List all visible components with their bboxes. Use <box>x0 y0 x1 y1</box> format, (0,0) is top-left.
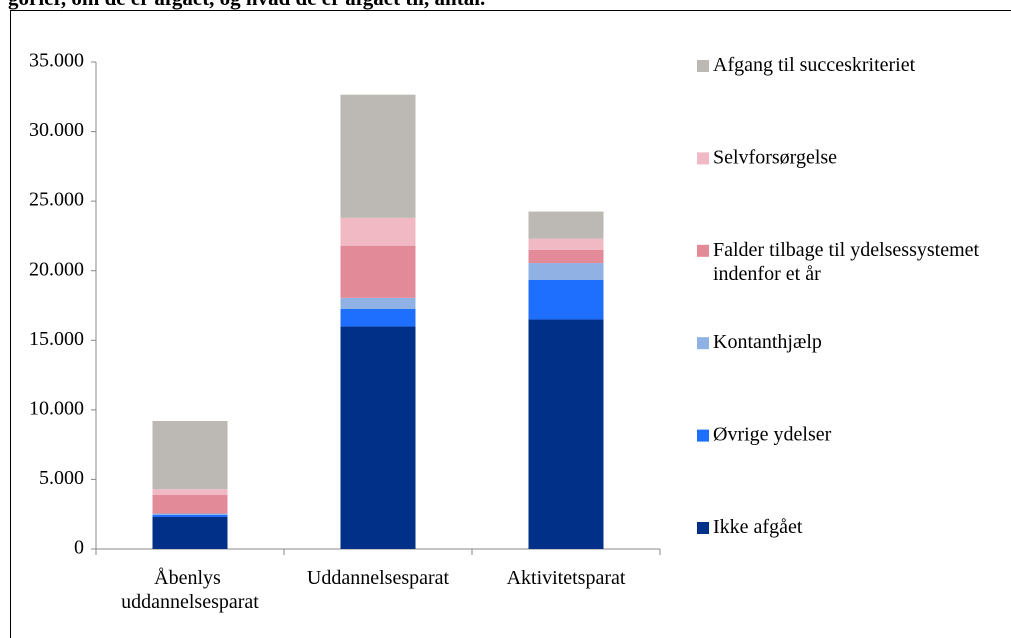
bar-segment <box>340 297 416 309</box>
y-tick-label: 35.000 <box>29 50 84 72</box>
bar-segment <box>340 326 416 549</box>
bar-segment <box>340 217 416 246</box>
y-tick-label: 15.000 <box>29 328 84 350</box>
y-tick-label: 20.000 <box>29 258 84 280</box>
bar-segment <box>528 263 604 280</box>
legend-label: Ikke afgået <box>713 516 803 538</box>
bar-segment <box>528 279 604 320</box>
y-tick-label: 30.000 <box>29 119 84 141</box>
x-tick-label: Åbenlys uddannelsesparat <box>121 567 259 613</box>
legend-swatch <box>697 429 709 442</box>
legend-swatch <box>697 244 709 257</box>
bar-segment <box>528 211 604 239</box>
x-tick-label: Uddannelsesparat <box>307 567 450 589</box>
legend-swatch <box>697 522 709 534</box>
bar-segment <box>152 489 228 495</box>
legend-swatch <box>697 60 709 72</box>
bar-segment <box>340 94 416 218</box>
bar-segment <box>152 514 228 517</box>
bar-segment <box>528 238 604 250</box>
frame <box>10 10 1011 638</box>
bar-segment <box>152 516 228 549</box>
legend-swatch <box>697 337 709 350</box>
legend-label: Øvrige ydelser <box>713 423 832 445</box>
bar-segment <box>152 494 228 514</box>
bar-segment <box>340 245 416 298</box>
legend-label: Selvforsørgelse <box>713 146 837 168</box>
legend-label: Falder tilbage til ydelsessystemet inden… <box>713 238 984 284</box>
legend-swatch <box>697 152 709 165</box>
bar-segment <box>152 513 228 515</box>
bar-segment <box>528 249 604 264</box>
chart-title: gorier, om de er afgået, og hvad de er a… <box>8 0 485 10</box>
x-tick-label: Aktivitetsparat <box>507 567 626 589</box>
legend-label: Afgang til succeskriteriet <box>713 54 916 76</box>
y-tick-label: 5.000 <box>39 467 84 489</box>
y-tick-label: 25.000 <box>29 189 84 211</box>
bar-segment <box>152 420 228 490</box>
bar-segment <box>340 308 416 327</box>
legend-label: Kontanthjælp <box>713 331 822 353</box>
y-tick-label: 10.000 <box>29 397 84 419</box>
bar-segment <box>528 319 604 549</box>
y-tick-label: 0 <box>74 537 84 559</box>
